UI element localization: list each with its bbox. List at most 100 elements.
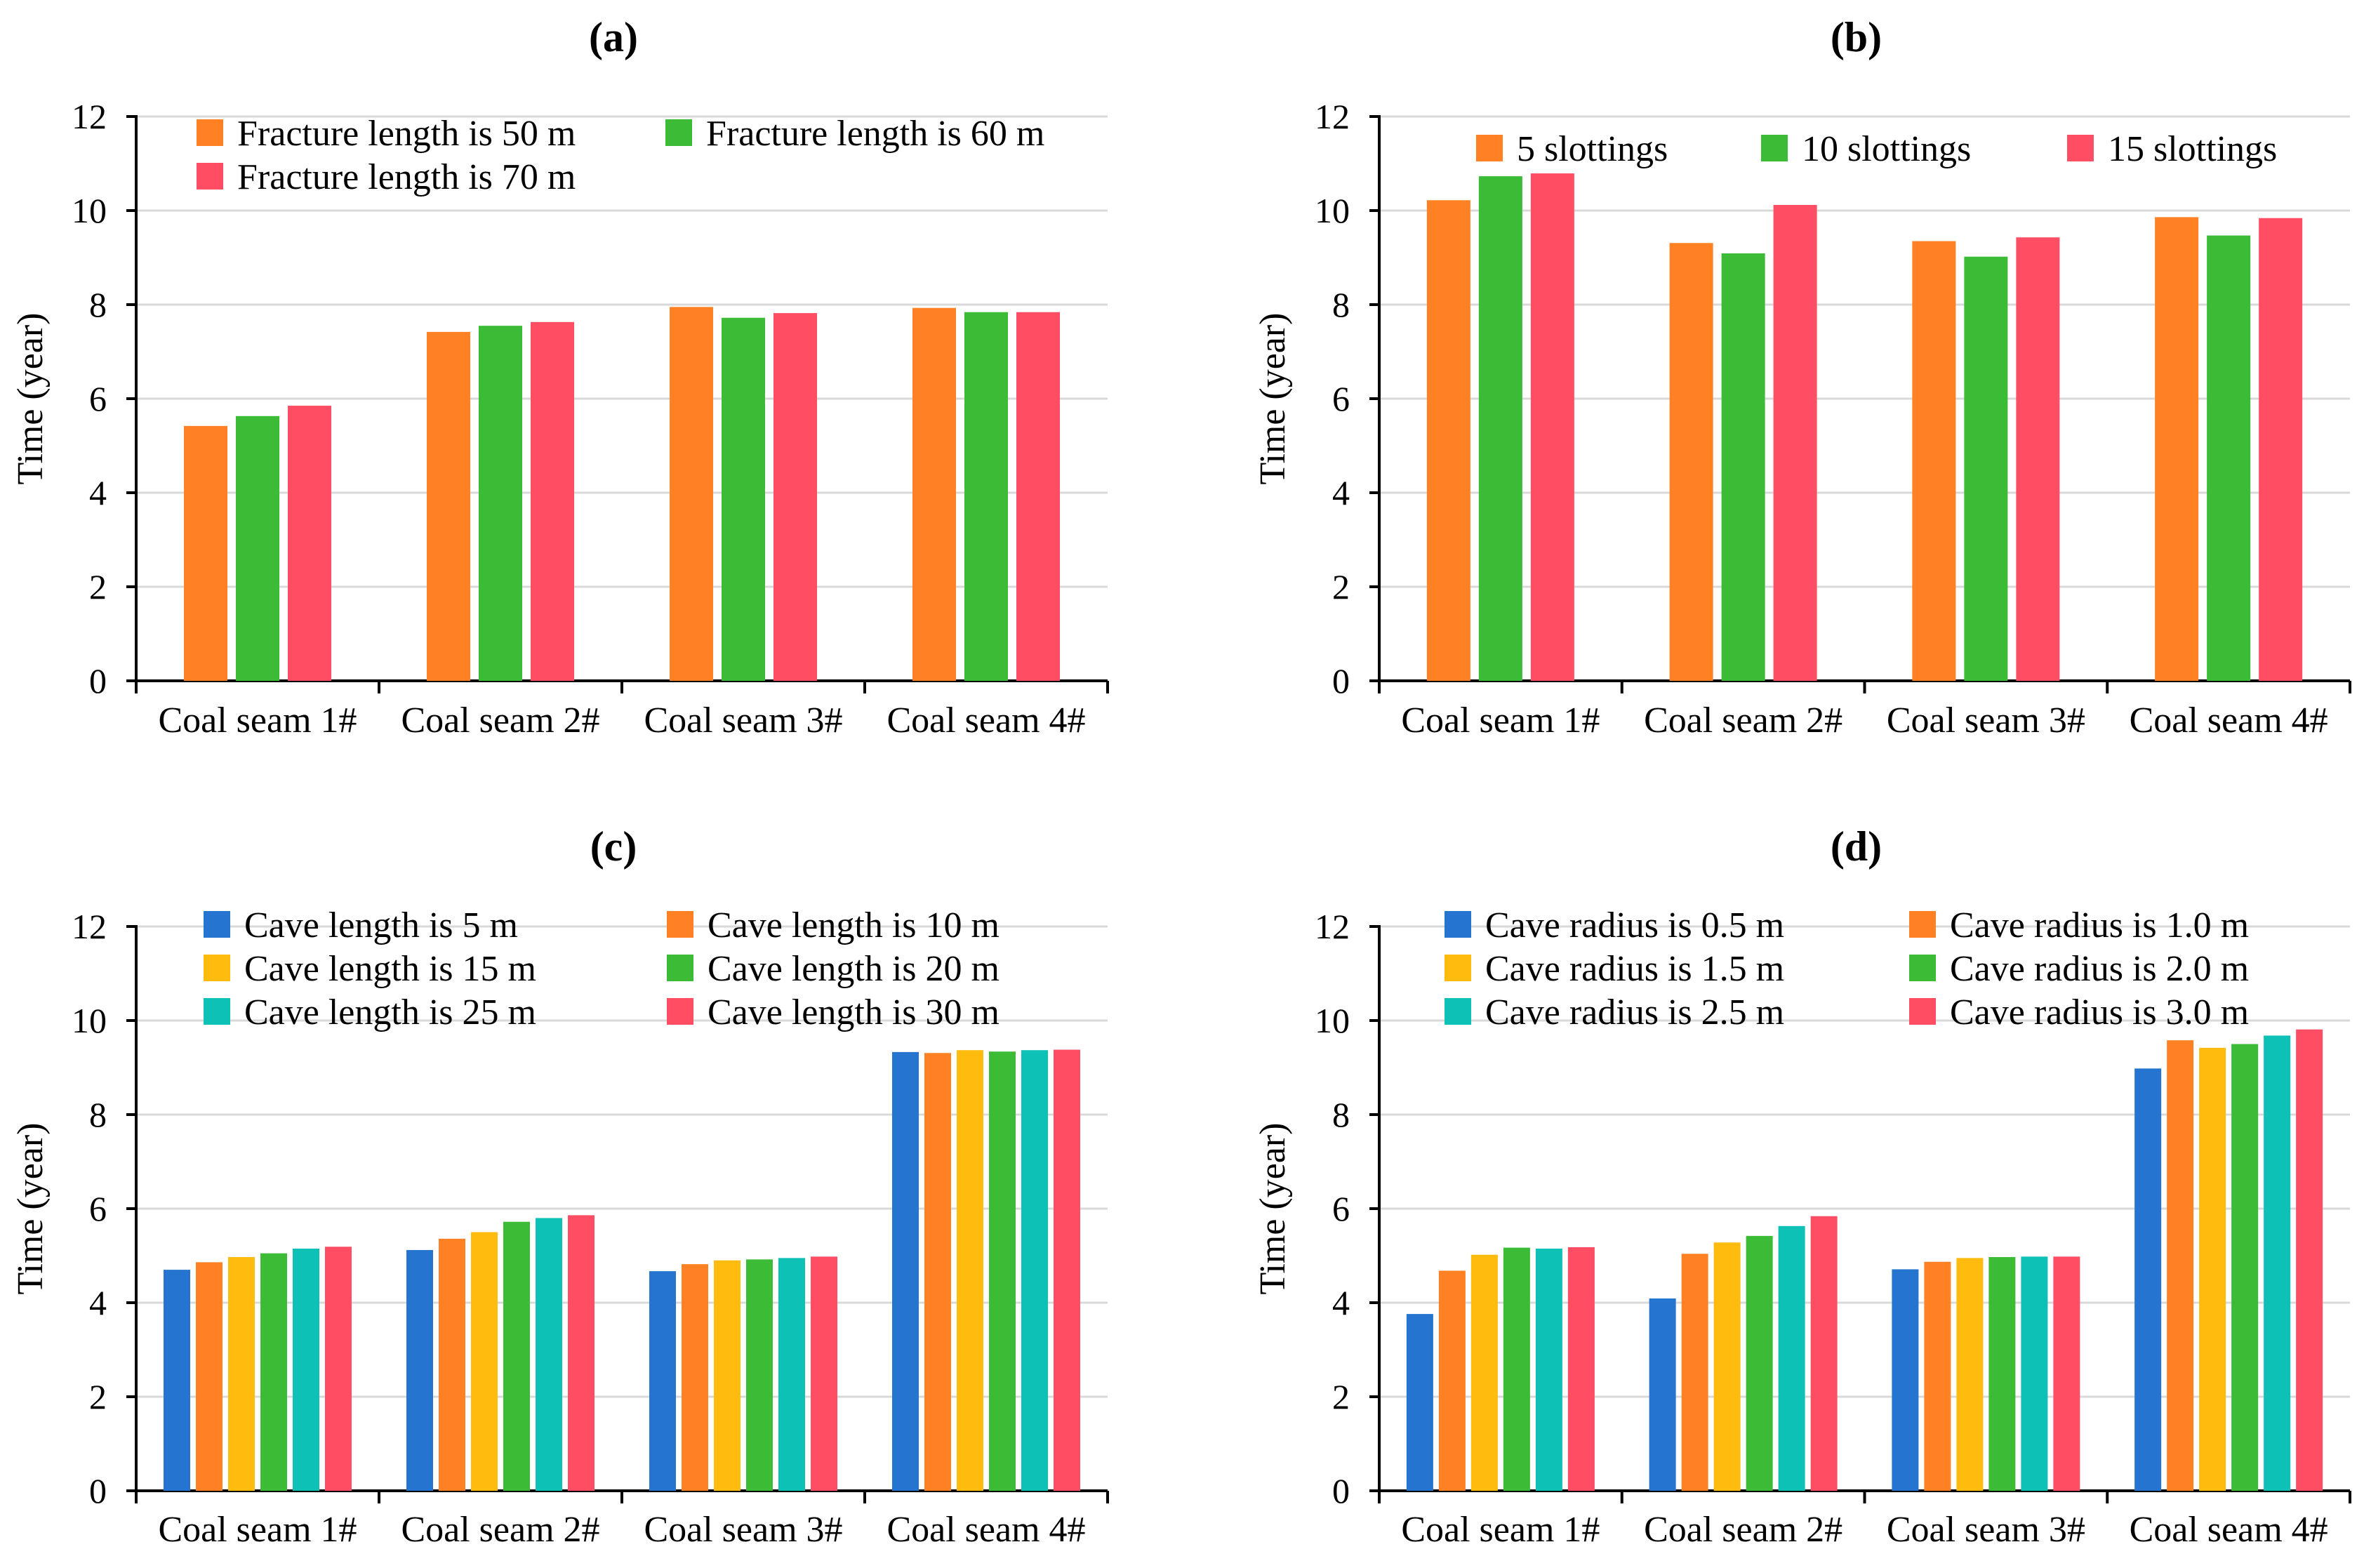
bar-2-3 bbox=[682, 1264, 708, 1491]
x-tick-label: Coal seam 4# bbox=[886, 1510, 1085, 1550]
legend-swatch bbox=[1761, 135, 1788, 161]
panel-label: (b) bbox=[1831, 14, 1882, 60]
legend-swatch bbox=[197, 119, 223, 146]
y-tick-label: 10 bbox=[72, 1001, 107, 1040]
legend-swatch bbox=[1476, 135, 1503, 161]
y-axis-label: Time (year) bbox=[11, 312, 51, 484]
bar-5-4 bbox=[1021, 1050, 1048, 1491]
bar-3-3 bbox=[2016, 237, 2060, 681]
bar-3-2 bbox=[531, 321, 574, 681]
bar-3-3 bbox=[714, 1260, 741, 1491]
bar-3-2 bbox=[1773, 204, 1817, 682]
bar-3-1 bbox=[228, 1257, 255, 1491]
bar-3-2 bbox=[471, 1232, 498, 1491]
y-tick-label: 8 bbox=[89, 1095, 107, 1134]
bar-1-2 bbox=[427, 331, 470, 681]
bar-1-2 bbox=[1649, 1298, 1676, 1491]
bar-6-3 bbox=[2053, 1256, 2080, 1491]
bar-1-3 bbox=[1912, 241, 1956, 681]
x-tick-label: Coal seam 3# bbox=[1887, 700, 2085, 740]
panel-label: (a) bbox=[589, 14, 638, 60]
bar-5-3 bbox=[2021, 1256, 2048, 1491]
legend-label: Cave length is 5 m bbox=[244, 905, 518, 945]
bar-2-3 bbox=[722, 317, 765, 681]
y-tick-label: 8 bbox=[1332, 1095, 1350, 1134]
chart-panel-a: 0 2 4 6 8 10 12 Time (year) Coal seam 1# Coal sea… bbox=[11, 14, 1109, 740]
y-tick-label: 12 bbox=[72, 907, 107, 946]
bar-6-1 bbox=[325, 1247, 352, 1491]
legend-swatch bbox=[1909, 911, 1936, 938]
x-tick-label: Coal seam 1# bbox=[1401, 1510, 1600, 1550]
bar-2-3 bbox=[1964, 256, 2008, 681]
x-tick-label: Coal seam 1# bbox=[1401, 700, 1600, 740]
bar-2-3 bbox=[1924, 1261, 1951, 1491]
x-tick-label: Coal seam 1# bbox=[158, 1510, 357, 1550]
legend-label: 15 slottings bbox=[2108, 129, 2277, 169]
bar-4-4 bbox=[2231, 1044, 2259, 1491]
legend-swatch bbox=[1445, 911, 1471, 938]
bar-4-1 bbox=[1503, 1247, 1530, 1491]
bar-1-3 bbox=[670, 307, 713, 682]
bar-2-2 bbox=[1681, 1254, 1708, 1491]
y-axis-label: Time (year) bbox=[1253, 312, 1293, 484]
bar-5-2 bbox=[536, 1218, 562, 1491]
y-tick-label: 12 bbox=[1315, 907, 1350, 946]
legend-swatch bbox=[665, 119, 692, 146]
bar-4-2 bbox=[1746, 1235, 1773, 1491]
bar-2-1 bbox=[196, 1262, 223, 1491]
chart-panel-b: 0 2 4 6 8 10 12 Time (year) Coal seam 1# Coal sea… bbox=[1253, 14, 2351, 740]
x-tick-label: Coal seam 2# bbox=[1644, 700, 1842, 740]
legend-label: Cave radius is 1.0 m bbox=[1950, 905, 2249, 945]
bar-2-4 bbox=[924, 1053, 951, 1491]
bar-1-4 bbox=[2155, 217, 2199, 681]
bar-1-1 bbox=[1426, 200, 1470, 681]
y-tick-label: 4 bbox=[1332, 473, 1350, 512]
y-tick-label: 2 bbox=[89, 567, 107, 606]
y-tick-label: 4 bbox=[1332, 1283, 1350, 1322]
legend-swatch bbox=[204, 998, 230, 1025]
bar-4-2 bbox=[503, 1221, 530, 1491]
legend-label: Cave length is 25 m bbox=[244, 992, 536, 1032]
bar-2-2 bbox=[479, 326, 522, 681]
chart-panel-d: 0 2 4 6 8 10 12 Time (year) Coal seam 1# Coal sea… bbox=[1253, 823, 2351, 1550]
bar-4-3 bbox=[1988, 1257, 2016, 1491]
x-tick-label: Coal seam 2# bbox=[401, 1510, 599, 1550]
bar-1-1 bbox=[1406, 1314, 1433, 1491]
bar-5-3 bbox=[778, 1258, 805, 1491]
bar-2-1 bbox=[1438, 1270, 1466, 1491]
x-tick-label: Coal seam 4# bbox=[886, 700, 1085, 740]
bar-3-4 bbox=[957, 1050, 983, 1491]
bar-3-1 bbox=[1530, 173, 1574, 681]
bar-6-2 bbox=[1810, 1216, 1838, 1491]
legend-swatch bbox=[667, 955, 693, 981]
bar-1-3 bbox=[1892, 1269, 1919, 1491]
legend-label: Fracture length is 50 m bbox=[237, 114, 576, 154]
chart-panel-c: 0 2 4 6 8 10 12 Time (year) Coal seam 1# Coal sea… bbox=[11, 823, 1109, 1550]
y-tick-label: 0 bbox=[89, 661, 107, 700]
x-tick-label: Coal seam 4# bbox=[2130, 700, 2328, 740]
y-tick-label: 2 bbox=[1332, 1377, 1350, 1416]
legend-swatch bbox=[1909, 998, 1936, 1025]
legend-label: 5 slottings bbox=[1517, 129, 1668, 169]
bar-6-3 bbox=[811, 1256, 837, 1491]
legend-label: Cave length is 15 m bbox=[244, 949, 536, 989]
bar-1-2 bbox=[1669, 243, 1713, 682]
legend-swatch bbox=[2067, 135, 2094, 161]
bar-3-4 bbox=[2199, 1047, 2226, 1491]
y-tick-label: 6 bbox=[1332, 379, 1350, 418]
bar-3-3 bbox=[1956, 1258, 1984, 1491]
bar-2-2 bbox=[439, 1238, 465, 1491]
bar-4-1 bbox=[260, 1253, 287, 1491]
bar-4-4 bbox=[989, 1051, 1016, 1491]
bar-4-3 bbox=[746, 1259, 773, 1491]
bar-2-1 bbox=[236, 416, 279, 681]
y-tick-label: 2 bbox=[89, 1377, 107, 1416]
x-tick-label: Coal seam 3# bbox=[644, 700, 842, 740]
bar-2-1 bbox=[1478, 176, 1522, 682]
bar-3-1 bbox=[1470, 1254, 1498, 1491]
bar-1-1 bbox=[184, 425, 227, 681]
legend-label: 10 slottings bbox=[1802, 129, 1971, 169]
legend-label: Cave length is 30 m bbox=[708, 992, 1000, 1032]
bar-6-4 bbox=[2296, 1029, 2323, 1491]
